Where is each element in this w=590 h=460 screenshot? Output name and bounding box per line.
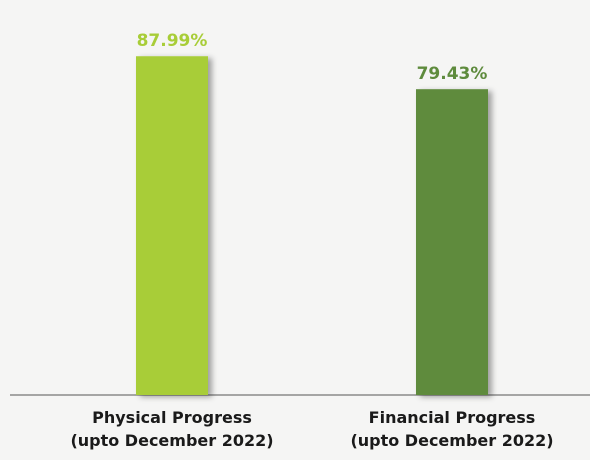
bar <box>136 56 208 396</box>
x-tick-label: Physical Progress (upto December 2022) <box>70 408 274 450</box>
x-tick-label: Financial Progress (upto December 2022) <box>350 408 554 450</box>
value-label: 87.99% <box>137 31 208 51</box>
value-label: 79.43% <box>417 64 488 84</box>
bar <box>416 89 488 396</box>
